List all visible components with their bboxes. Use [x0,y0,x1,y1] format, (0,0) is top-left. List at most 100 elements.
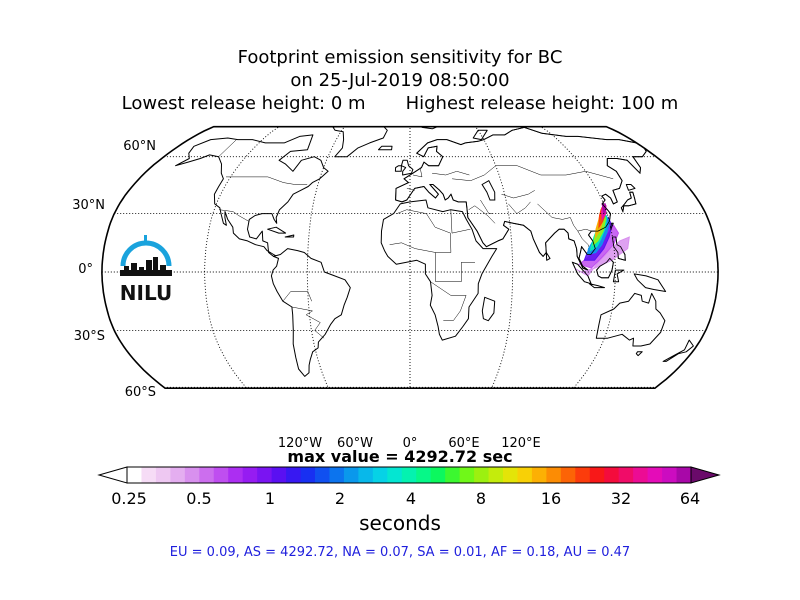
colorbar-segment [589,467,605,483]
country-border [389,209,452,253]
colorbar-segment [430,467,446,483]
coastline-overlay [610,222,614,231]
colorbar-segment [459,467,475,483]
colorbar-segment [647,467,663,483]
colorbar-segment [257,467,273,483]
landmass-madagascar [481,296,496,322]
country-border [480,199,493,214]
lon-label-0: 0° [402,436,418,451]
nilu-logo: NILU [116,232,176,305]
colorbar-tick-6: 16 [540,489,562,508]
colorbar-segment [199,467,215,483]
lon-label-60w: 60°W [337,436,373,451]
landmass-hispaniola [284,234,295,238]
colorbar-segment [358,467,374,483]
colorbar-segment [372,467,388,483]
colorbar-segment [560,467,576,483]
nilu-logo-text: NILU [119,281,173,305]
colorbar-segment [604,467,620,483]
colorbar-segment [633,467,649,483]
colorbar-segment [228,467,244,483]
plot-title-line-2: on 25-Jul-2019 08:50:00 [290,70,510,91]
country-border [218,139,237,157]
colorbar-segment [662,467,678,483]
landmass-svalbard [421,126,440,130]
emission-footprint [395,126,647,285]
country-border [537,203,592,232]
country-border [452,165,614,181]
colorbar-tick-7: 32 [610,489,632,508]
landmass-hokkaido [625,184,636,191]
landmass-uk [400,159,414,176]
colorbar-segment [141,467,157,483]
landmass-new-zealand [662,339,694,362]
landmass-cuba [267,226,287,234]
colorbar-segment [184,467,200,483]
colorbar-segment [416,467,432,483]
plot-title-line-1: Footprint emission sensitivity for BC [237,47,563,68]
colorbar-extend-low [97,466,128,484]
landmass-iceland [378,145,393,151]
landmass-greenland [332,126,388,158]
landmass-new-guinea [633,273,667,292]
longitude-line [464,126,514,389]
longitude-line [306,126,356,389]
plot-title-line-3: Lowest release height: 0 m Highest relea… [121,93,679,114]
country-border [501,190,535,199]
landmass-south-america [270,248,351,377]
colorbar-segment [488,467,504,483]
colorbar-frame [126,466,692,484]
footprint-contour [574,236,630,277]
colorbar-segment [387,467,403,483]
coastline-overlay [611,236,626,261]
lat-label-eq: 0° [78,262,93,277]
lon-label-120w: 120°W [277,436,323,451]
country-border [219,209,250,222]
lat-label-30s: 30°S [73,329,105,344]
landmass-sri-lanka [545,252,551,261]
coastline-overlay [571,261,592,285]
colorbar-segment [170,467,186,483]
coastline-overlay [395,126,647,271]
colorbar-tick-0: 0.25 [111,489,147,508]
colorbar-segment [445,467,461,483]
landmass-north-america [175,134,329,257]
landmasses [175,126,694,377]
country-border [432,171,470,176]
colorbar-segment [618,467,634,483]
colorbar-tick-4: 4 [405,489,417,508]
lon-label-120e: 120°E [501,436,541,451]
colorbar-segment [531,467,547,483]
colorbar-tick-8: 64 [679,489,701,508]
colorbar-segment [155,467,171,483]
colorbar-segment [213,467,229,483]
colorbar-tick-3: 2 [334,489,346,508]
colorbar-segment [474,467,490,483]
landmass-australia [595,292,666,347]
colorbar-segment [329,467,345,483]
lat-label-60n: 60°N [123,139,156,154]
colorbar-segment [676,467,692,483]
colorbar-segment [271,467,287,483]
country-border [226,176,308,185]
colorbar-segment [127,467,143,483]
lat-label-30n: 30°N [72,198,105,213]
landmass-ireland [394,165,402,172]
max-value-label: max value = 4292.72 sec [287,447,513,466]
coastline-overlay [596,257,614,279]
country-border [508,201,531,214]
colorbar-tick-1: 0.5 [186,489,212,508]
landmass-tasmania [635,351,643,357]
lon-label-60e: 60°E [448,436,480,451]
country-border [450,209,471,234]
colorbar-segment [546,467,562,483]
country-border [430,281,467,321]
nilu-logo-icon [120,235,172,276]
country-border [282,291,312,302]
colorbar-units-label: seconds [359,511,441,535]
lat-label-60s: 60°S [124,385,156,400]
colorbar-extend-high [690,466,721,484]
longitude-line [519,126,616,389]
colorbar-tick-5: 8 [475,489,487,508]
